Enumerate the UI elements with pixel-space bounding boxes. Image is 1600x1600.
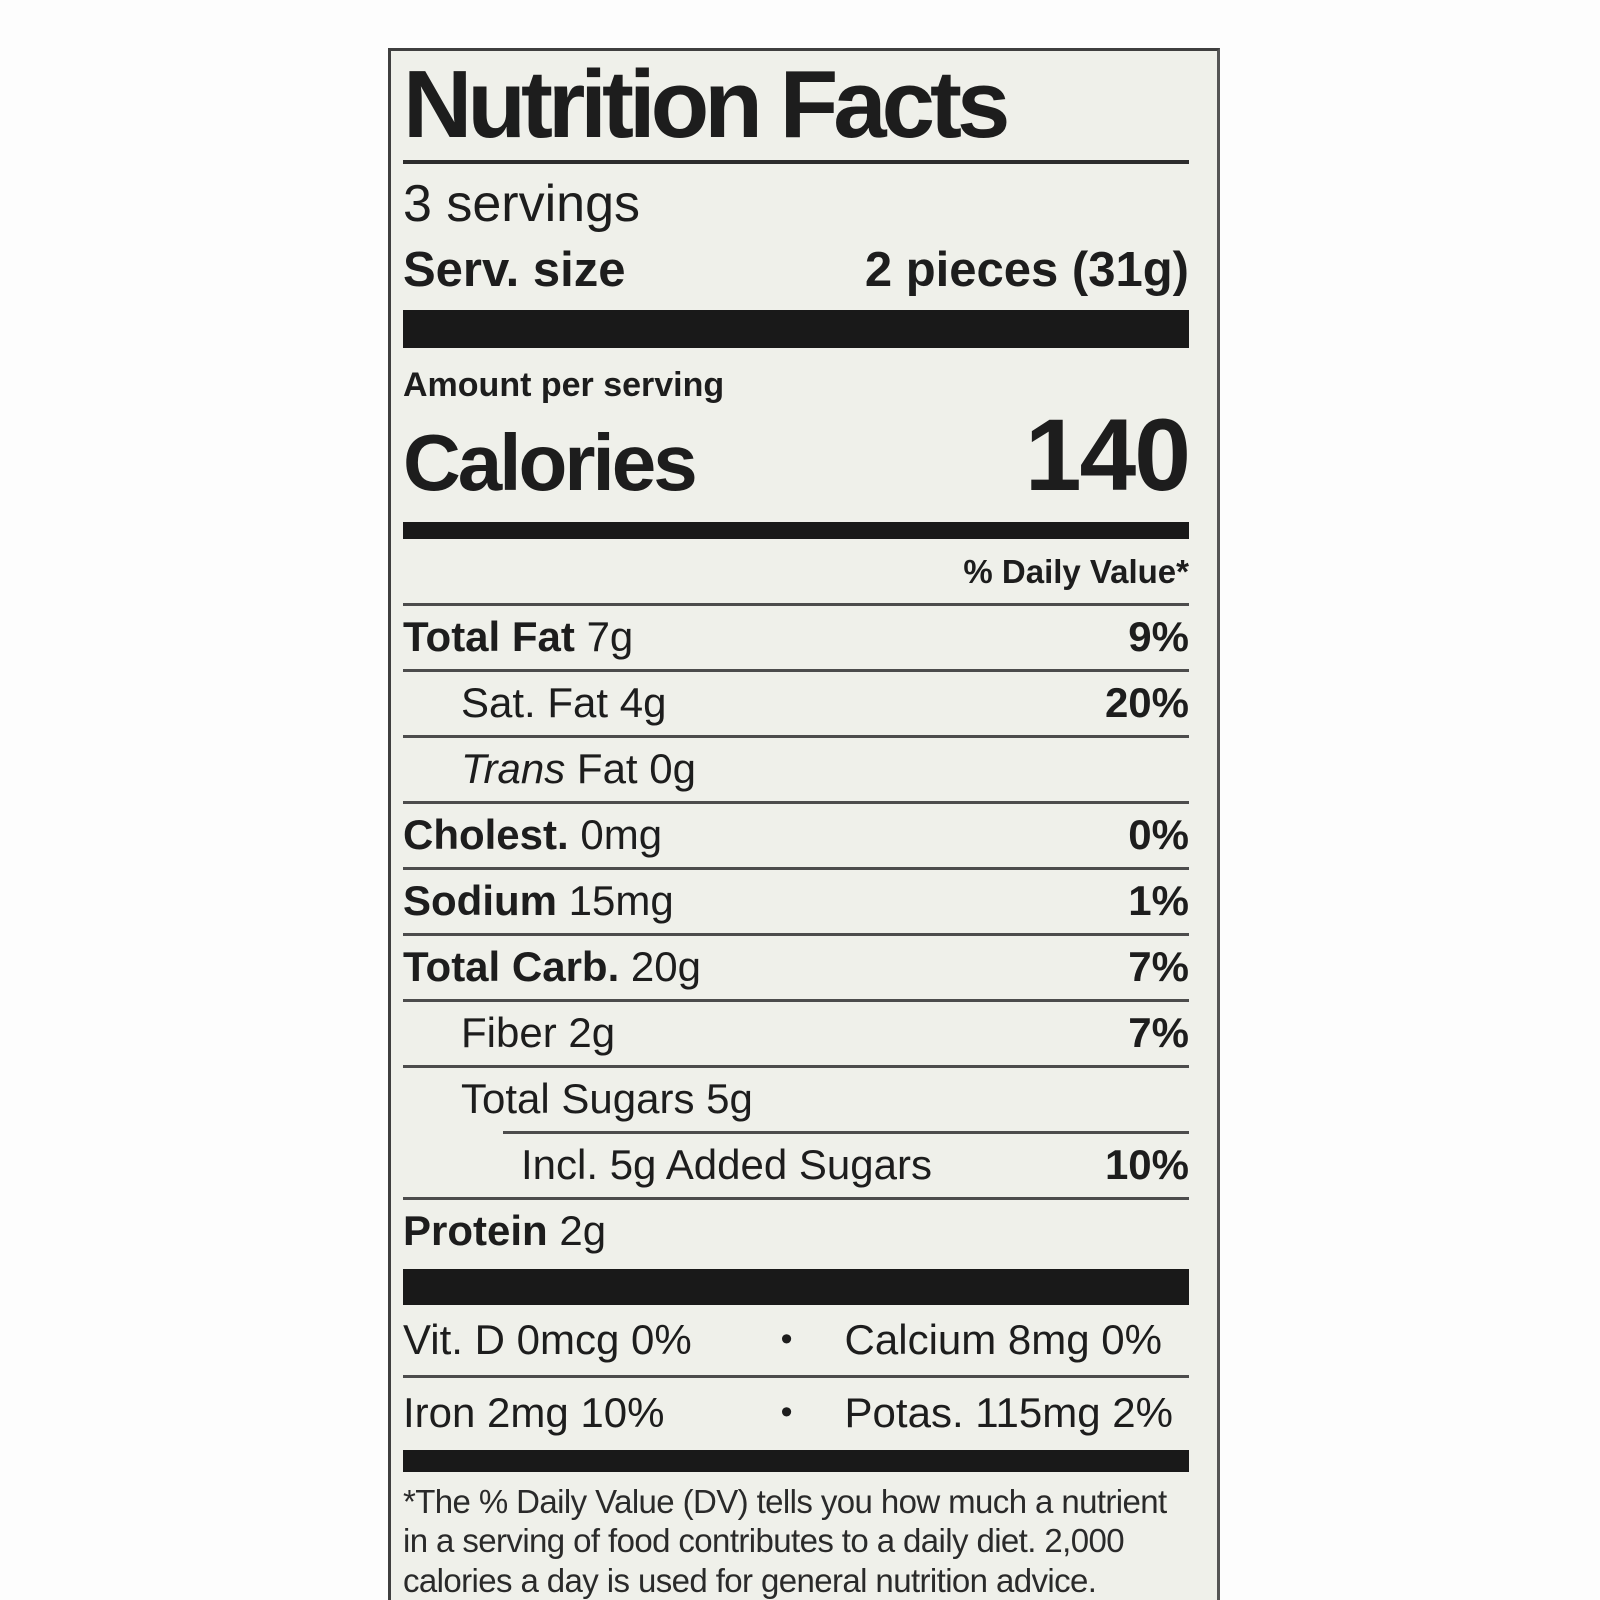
nutrient-row-added-sugars: Incl. 5g Added Sugars 10%	[403, 1134, 1189, 1197]
nutrient-label: Total Carb.	[403, 942, 620, 990]
nutrient-row-sodium: Sodium 15mg 1%	[403, 870, 1189, 933]
nutrient-name: Total Sugars 5g	[403, 1075, 753, 1123]
bullet-separator: •	[780, 1393, 793, 1432]
nutrient-dv: 1%	[1128, 876, 1189, 924]
nutrient-row-total-sugars: Total Sugars 5g	[403, 1068, 1189, 1131]
nutrient-row-total-fat: Total Fat 7g 9%	[403, 606, 1189, 669]
nutrient-row-trans-fat: Trans Fat 0g	[403, 738, 1189, 801]
amount-per-serving-label: Amount per serving	[403, 365, 725, 404]
divider-partial	[503, 1130, 1189, 1134]
nutrient-label: Total Fat	[403, 612, 575, 660]
calories-row: Calories 140	[403, 397, 1191, 514]
nutrient-label: Total Sugars	[461, 1074, 695, 1122]
divider	[403, 932, 1189, 936]
section-bar	[403, 1449, 1189, 1472]
nutrient-row-sat-fat: Sat. Fat 4g 20%	[403, 672, 1189, 735]
iron-value: Iron 2mg 10%	[403, 1388, 665, 1436]
nutrient-dv: 10%	[1104, 1140, 1189, 1188]
nutrient-label: Incl. 5g Added Sugars	[521, 1140, 932, 1188]
section-bar	[403, 521, 1189, 539]
nutrient-label: Fat	[576, 744, 638, 792]
divider	[403, 998, 1189, 1002]
nutrient-dv: 7%	[1128, 1008, 1189, 1056]
nutrient-dv: 9%	[1128, 612, 1189, 660]
nutrient-amount: 2g	[568, 1008, 616, 1056]
nutrient-amount: 5g	[706, 1074, 753, 1122]
nutrient-label: Fiber	[461, 1008, 557, 1056]
micronutrient-row-1: Vit. D 0mcg 0% • Calcium 8mg 0%	[403, 1305, 1189, 1375]
serving-size-value: 2 pieces (31g)	[864, 242, 1189, 297]
nutrient-name: Incl. 5g Added Sugars	[403, 1141, 932, 1189]
nutrient-name: Cholest. 0mg	[403, 811, 662, 859]
nutrient-row-protein: Protein 2g	[403, 1200, 1189, 1263]
divider	[403, 866, 1189, 870]
label-title: Nutrition Facts	[403, 51, 1010, 158]
nutrient-dv: 20%	[1104, 678, 1189, 726]
servings-count: 3 servings	[403, 174, 640, 233]
daily-value-header: % Daily Value*	[963, 552, 1189, 590]
divider	[403, 668, 1189, 672]
nutrient-amount: 0mg	[580, 810, 663, 858]
nutrition-facts-label: Nutrition Facts 3 servings Serv. size 2 …	[388, 48, 1220, 1600]
nutrient-row-total-carb: Total Carb. 20g 7%	[403, 936, 1189, 999]
nutrient-label: Cholest.	[403, 810, 569, 858]
nutrient-dv: 0%	[1128, 810, 1189, 858]
nutrient-amount: 7g	[586, 612, 634, 660]
calories-value: 140	[1024, 397, 1191, 512]
section-bar	[403, 309, 1189, 348]
nutrient-amount: 15mg	[568, 876, 674, 924]
nutrient-dv: 7%	[1128, 942, 1189, 990]
nutrient-amount: 0g	[649, 744, 696, 792]
potassium-value: Potas. 115mg 2%	[844, 1388, 1173, 1436]
divider	[403, 1196, 1189, 1200]
micronutrient-row-2: Iron 2mg 10% • Potas. 115mg 2%	[403, 1378, 1189, 1448]
nutrient-label-italic: Trans	[461, 744, 566, 792]
divider	[403, 734, 1189, 738]
vitamin-d-value: Vit. D 0mcg 0%	[403, 1315, 692, 1363]
divider	[403, 602, 1189, 606]
nutrient-name: Total Carb. 20g	[403, 943, 701, 991]
divider	[403, 1374, 1189, 1378]
title-rule	[403, 159, 1189, 164]
nutrient-amount: 20g	[630, 942, 701, 990]
divider	[403, 800, 1189, 804]
serving-size-row: Serv. size 2 pieces (31g)	[403, 242, 1189, 298]
nutrient-label: Sat. Fat	[461, 678, 609, 726]
nutrient-label: Protein	[403, 1206, 548, 1254]
section-bar	[403, 1268, 1189, 1305]
nutrient-row-fiber: Fiber 2g 7%	[403, 1002, 1189, 1065]
nutrient-name: Sodium 15mg	[403, 877, 674, 925]
nutrient-name: Fiber 2g	[403, 1009, 615, 1057]
nutrient-name: Sat. Fat 4g	[403, 679, 666, 727]
serving-size-label: Serv. size	[403, 242, 626, 297]
calcium-value: Calcium 8mg 0%	[844, 1315, 1162, 1363]
divider	[403, 1064, 1189, 1068]
nutrient-amount: 2g	[559, 1206, 607, 1254]
daily-value-footnote: *The % Daily Value (DV) tells you how mu…	[403, 1482, 1167, 1599]
nutrient-amount: 4g	[619, 678, 667, 726]
nutrient-name: Trans Fat 0g	[403, 745, 696, 793]
calories-label: Calories	[403, 417, 698, 507]
nutrient-name: Total Fat 7g	[403, 613, 633, 661]
bullet-separator: •	[780, 1320, 793, 1359]
nutrient-name: Protein 2g	[403, 1207, 606, 1255]
nutrient-label: Sodium	[403, 876, 557, 924]
nutrient-row-cholesterol: Cholest. 0mg 0%	[403, 804, 1189, 867]
